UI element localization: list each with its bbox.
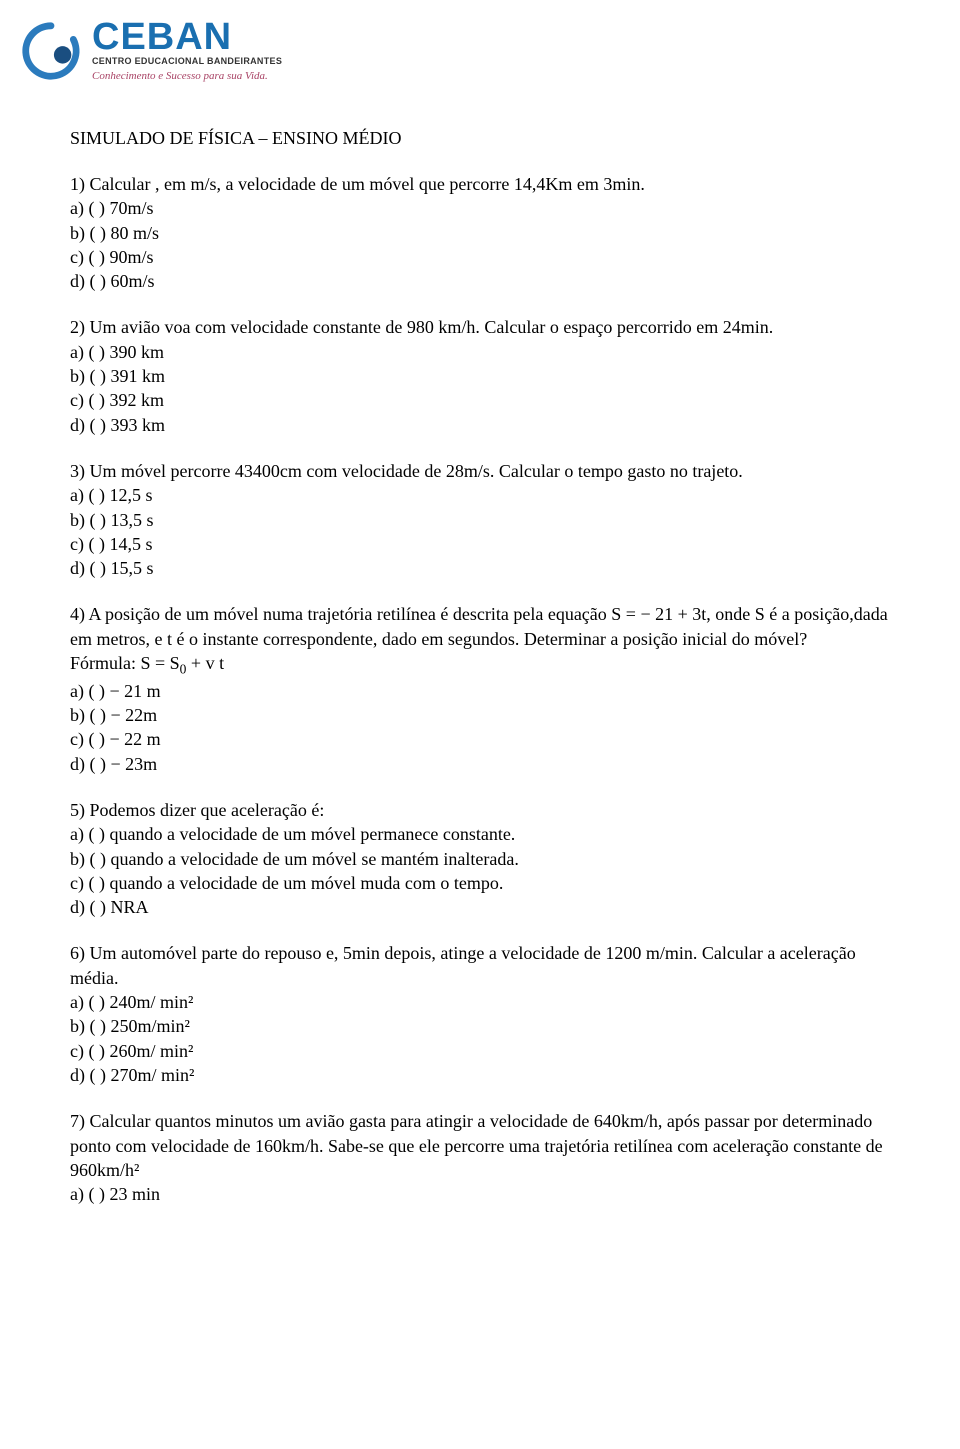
question-4: 4) A posição de um móvel numa trajetória… [70,602,890,776]
question-5: 5) Podemos dizer que aceleração é: a) ( … [70,798,890,919]
question-options: a) ( ) 240m/ min² b) ( ) 250m/min² c) ( … [70,990,890,1087]
header-logo: CEBAN CENTRO EDUCACIONAL BANDEIRANTES Co… [20,18,890,84]
question-text: 6) Um automóvel parte do repouso e, 5min… [70,941,890,990]
document-title: SIMULADO DE FÍSICA – ENSINO MÉDIO [70,126,890,150]
question-text: 4) A posição de um móvel numa trajetória… [70,602,890,651]
question-6: 6) Um automóvel parte do repouso e, 5min… [70,941,890,1087]
option-b: b) ( ) − 22m [70,703,890,727]
question-1: 1) Calcular , em m/s, a velocidade de um… [70,172,890,293]
option-a: a) ( ) 390 km [70,340,890,364]
question-text: 3) Um móvel percorre 43400cm com velocid… [70,459,890,483]
question-7: 7) Calcular quantos minutos um avião gas… [70,1109,890,1206]
option-c: c) ( ) quando a velocidade de um móvel m… [70,871,890,895]
logo-mark [20,20,82,82]
question-3: 3) Um móvel percorre 43400cm com velocid… [70,459,890,580]
option-c: c) ( ) 90m/s [70,245,890,269]
option-a: a) ( ) 70m/s [70,196,890,220]
logo-tagline: Conhecimento e Sucesso para sua Vida. [92,69,282,84]
question-options: a) ( ) quando a velocidade de um móvel p… [70,822,890,919]
option-a: a) ( ) 23 min [70,1182,890,1206]
logo-text-block: CEBAN CENTRO EDUCACIONAL BANDEIRANTES Co… [92,18,282,84]
question-2: 2) Um avião voa com velocidade constante… [70,315,890,436]
option-d: d) ( ) 393 km [70,413,890,437]
option-d: d) ( ) 60m/s [70,269,890,293]
option-b: b) ( ) quando a velocidade de um móvel s… [70,847,890,871]
option-b: b) ( ) 250m/min² [70,1014,890,1038]
question-options: a) ( ) 12,5 s b) ( ) 13,5 s c) ( ) 14,5 … [70,483,890,580]
option-d: d) ( ) NRA [70,895,890,919]
question-text: 1) Calcular , em m/s, a velocidade de um… [70,172,890,196]
option-d: d) ( ) − 23m [70,752,890,776]
option-a: a) ( ) 240m/ min² [70,990,890,1014]
question-text: 7) Calcular quantos minutos um avião gas… [70,1109,890,1182]
option-a: a) ( ) − 21 m [70,679,890,703]
question-formula: Fórmula: S = S0 + v t [70,651,890,679]
question-text: 5) Podemos dizer que aceleração é: [70,798,890,822]
option-a: a) ( ) 12,5 s [70,483,890,507]
option-c: c) ( ) 260m/ min² [70,1039,890,1063]
option-c: c) ( ) 392 km [70,388,890,412]
logo-sub: CENTRO EDUCACIONAL BANDEIRANTES [92,56,282,67]
question-options: a) ( ) 390 km b) ( ) 391 km c) ( ) 392 k… [70,340,890,437]
option-a: a) ( ) quando a velocidade de um móvel p… [70,822,890,846]
option-b: b) ( ) 13,5 s [70,508,890,532]
logo-main: CEBAN [92,18,282,56]
option-c: c) ( ) 14,5 s [70,532,890,556]
option-c: c) ( ) − 22 m [70,727,890,751]
option-b: b) ( ) 391 km [70,364,890,388]
question-text: 2) Um avião voa com velocidade constante… [70,315,890,339]
question-options: a) ( ) 70m/s b) ( ) 80 m/s c) ( ) 90m/s … [70,196,890,293]
option-b: b) ( ) 80 m/s [70,221,890,245]
option-d: d) ( ) 15,5 s [70,556,890,580]
question-options: a) ( ) 23 min [70,1182,890,1206]
question-options: a) ( ) − 21 m b) ( ) − 22m c) ( ) − 22 m… [70,679,890,776]
document-page: CEBAN CENTRO EDUCACIONAL BANDEIRANTES Co… [0,0,960,1268]
logo-row: CEBAN CENTRO EDUCACIONAL BANDEIRANTES Co… [20,18,890,84]
option-d: d) ( ) 270m/ min² [70,1063,890,1087]
